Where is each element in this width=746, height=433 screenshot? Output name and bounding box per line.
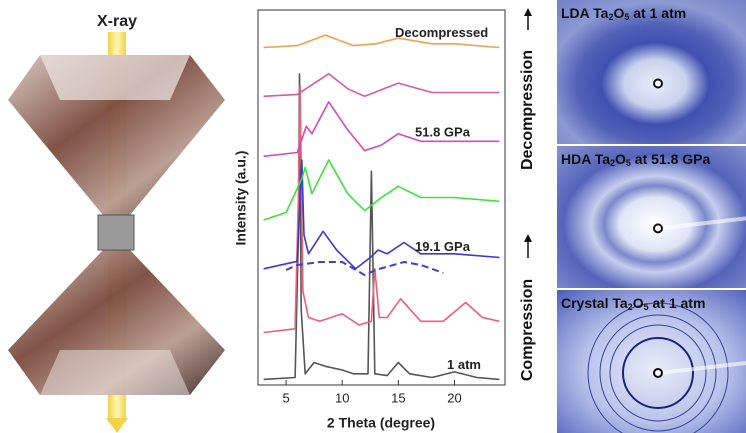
arrow-head: [524, 234, 532, 242]
x-tick-label: 10: [335, 390, 349, 405]
diffraction-ring: [622, 336, 694, 409]
x-axis-title: 2 Theta (degree): [327, 415, 435, 431]
label-part: HDA Ta: [561, 151, 610, 167]
beam-stop: [659, 216, 746, 231]
label-part: O: [613, 5, 624, 21]
label-part: 2: [628, 302, 633, 312]
beam-center: [653, 78, 663, 89]
diffraction-image: [557, 0, 746, 144]
label-part: Crystal Ta: [561, 295, 628, 311]
diffraction-ring: [599, 314, 717, 432]
label-part: 2: [610, 158, 615, 168]
label-part: 2: [608, 12, 613, 22]
diffraction-image: [557, 290, 746, 433]
diffraction-ring: [587, 302, 729, 433]
side-label: Compression: [519, 279, 536, 381]
side-label: Decompression: [519, 50, 536, 170]
curve: [263, 84, 500, 334]
curve-label: 51.8 GPa: [415, 125, 471, 140]
label-part: 5: [644, 302, 649, 312]
curve: [263, 101, 500, 158]
label-part: 5: [624, 12, 629, 22]
beam-center: [653, 223, 663, 234]
curve-label: 1 atm: [447, 357, 481, 372]
label-part: at 51.8 GPa: [631, 151, 711, 167]
x-ray-label: X-ray: [97, 13, 137, 30]
gasket: [97, 214, 135, 251]
diffraction-image: [557, 146, 746, 288]
curve: [263, 159, 500, 221]
curve-label: 19.1 GPa: [415, 239, 471, 254]
beam-arrow: [106, 418, 128, 433]
y-axis-title: Intensity (a.u.): [233, 151, 249, 246]
curve: [263, 73, 500, 98]
upper-table: [40, 55, 190, 100]
image-label: Crystal Ta2O5 at 1 atm: [561, 295, 705, 313]
image-label: LDA Ta2O5 at 1 atm: [561, 5, 686, 23]
x-tick-label: 20: [447, 390, 461, 405]
curve: [263, 159, 500, 270]
diamond-anvil-cell: X-ray: [8, 13, 225, 433]
lower-table: [40, 350, 190, 395]
x-tick-label: 5: [282, 390, 289, 405]
label-part: O: [615, 151, 626, 167]
x-tick-label: 15: [391, 390, 405, 405]
label-part: at 1 atm: [629, 5, 686, 21]
curve: [263, 34, 500, 49]
label-part: LDA Ta: [561, 5, 609, 21]
label-part: at 1 atm: [649, 295, 706, 311]
arrow-head: [524, 8, 532, 16]
chart: 2 Theta (degree) Intensity (a.u.) 5 10 15 2…: [233, 9, 506, 431]
curve-label: Decompressed: [395, 25, 488, 40]
diffraction-ring: [609, 324, 707, 422]
beam-stop: [659, 360, 746, 375]
plot-frame: [257, 9, 506, 386]
side-labels: Decompression Compression: [519, 8, 536, 381]
label-part: O: [633, 295, 644, 311]
label-part: 5: [626, 158, 631, 168]
beam-center: [653, 367, 663, 378]
image-label: HDA Ta2O5 at 51.8 GPa: [561, 151, 711, 169]
curve: [285, 261, 444, 277]
